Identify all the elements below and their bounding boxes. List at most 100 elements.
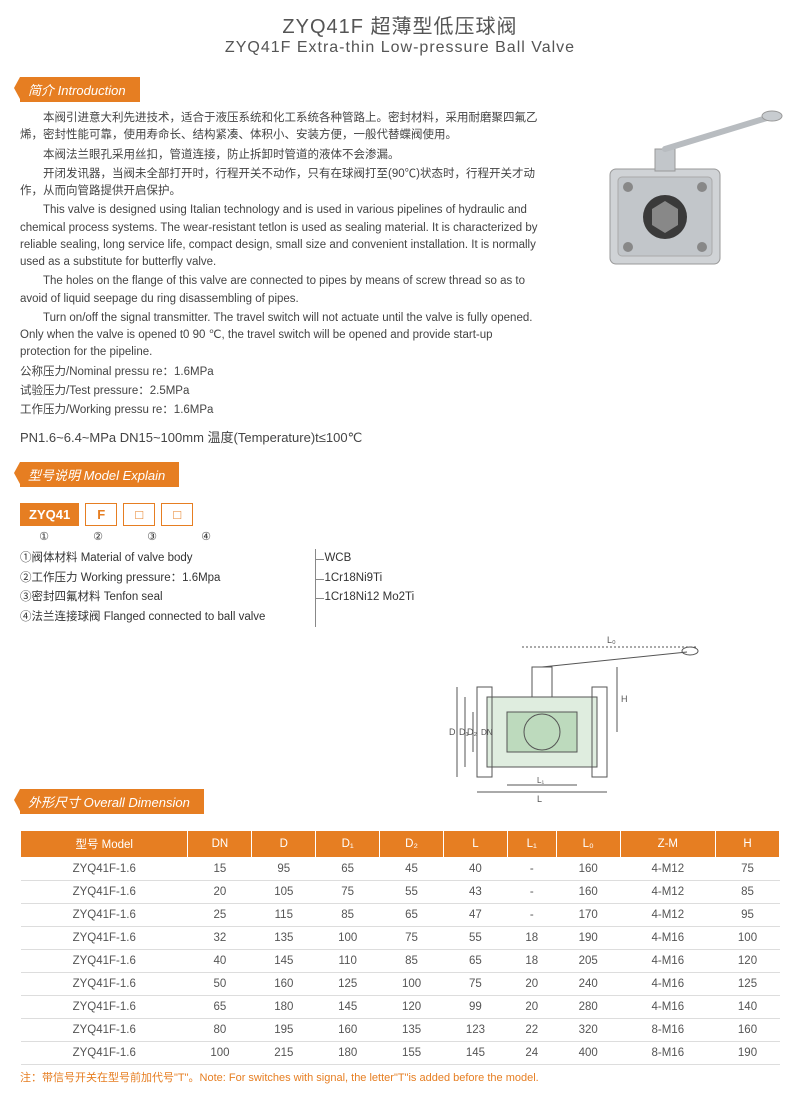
table-cell: 85 (380, 950, 444, 973)
table-row: ZYQ41F-1.6100215180155145244008-M16190 (21, 1042, 780, 1065)
intro-p3: 开闭发讯器，当阀未全部打开时，行程开关不动作，只有在球阀打至(90℃)状态时，行… (20, 166, 540, 201)
table-cell: - (507, 904, 556, 927)
intro-p5: The holes on the flange of this valve ar… (20, 273, 540, 308)
title-cn: ZYQ41F 超薄型低压球阀 (20, 10, 780, 39)
table-cell: 100 (716, 927, 780, 950)
mlist-1: ①阀体材料 Material of valve body (20, 549, 265, 569)
table-cell: 240 (556, 973, 620, 996)
table-cell: 45 (380, 858, 444, 881)
title-block: ZYQ41F 超薄型低压球阀 ZYQ41F Extra-thin Low-pre… (20, 10, 780, 57)
table-header: 型号 Model (21, 831, 188, 858)
table-cell: 75 (716, 858, 780, 881)
table-cell: 65 (380, 904, 444, 927)
table-cell: 105 (252, 881, 316, 904)
title-en: ZYQ41F Extra-thin Low-pressure Ball Valv… (20, 39, 780, 57)
svg-text:DN: DN (481, 728, 493, 737)
mlist-2: ②工作压力 Working pressure：1.6Mpa (20, 569, 265, 589)
specs-line: PN1.6~6.4~MPa DN15~100mm 温度(Temperature)… (20, 427, 780, 446)
dimension-table: 型号 ModelDNDD₁D₂LL₁L₀Z-MH ZYQ41F-1.615956… (20, 830, 780, 1065)
table-header: D₁ (316, 831, 380, 858)
table-cell: 100 (380, 973, 444, 996)
table-cell: 20 (507, 973, 556, 996)
table-cell: 170 (556, 904, 620, 927)
intro-p6: Turn on/off the signal transmitter. The … (20, 310, 540, 362)
table-cell: 195 (252, 1019, 316, 1042)
table-row: ZYQ41F-1.680195160135123223208-M16160 (21, 1019, 780, 1042)
table-cell: 40 (188, 950, 252, 973)
table-cell: 160 (556, 881, 620, 904)
table-header: L (443, 831, 507, 858)
table-cell: 280 (556, 996, 620, 1019)
svg-text:L₀: L₀ (607, 635, 616, 645)
svg-text:D: D (449, 727, 456, 737)
table-cell: 85 (316, 904, 380, 927)
mnum-4: ④ (182, 530, 230, 543)
table-cell: 43 (443, 881, 507, 904)
table-cell: 95 (252, 858, 316, 881)
intro-p4: This valve is designed using Italian tec… (20, 202, 540, 271)
table-cell: 110 (316, 950, 380, 973)
mat-3: 1Cr18Ni12 Mo2Ti (324, 588, 414, 608)
table-cell: 4-M16 (620, 927, 715, 950)
table-cell: 99 (443, 996, 507, 1019)
table-cell: 4-M12 (620, 881, 715, 904)
table-cell: ZYQ41F-1.6 (21, 858, 188, 881)
mlist-4: ④法兰连接球阀 Flanged connected to ball valve (20, 608, 265, 628)
table-cell: 155 (380, 1042, 444, 1065)
dimension-header: 外形尺寸 Overall Dimension (20, 789, 204, 814)
table-cell: 47 (443, 904, 507, 927)
table-cell: 55 (380, 881, 444, 904)
mnum-2: ② (74, 530, 122, 543)
svg-text:H: H (621, 694, 628, 704)
table-cell: 160 (252, 973, 316, 996)
table-cell: - (507, 858, 556, 881)
model-nums: ① ② ③ ④ (20, 530, 780, 543)
pressure-2: 试验压力/Test pressure：2.5MPa (20, 383, 540, 400)
intro-p1: 本阀引进意大利先进技术，适合于液压系统和化工系统各种管路上。密封材料，采用耐磨聚… (20, 110, 540, 145)
mbox-3: □ (123, 503, 155, 526)
table-cell: 8-M16 (620, 1042, 715, 1065)
table-cell: 205 (556, 950, 620, 973)
table-cell: 20 (188, 881, 252, 904)
table-cell: 190 (716, 1042, 780, 1065)
table-cell: - (507, 881, 556, 904)
table-cell: 125 (716, 973, 780, 996)
table-cell: 160 (316, 1019, 380, 1042)
table-cell: 145 (316, 996, 380, 1019)
table-header: D₂ (380, 831, 444, 858)
table-cell: 65 (443, 950, 507, 973)
table-cell: 180 (316, 1042, 380, 1065)
svg-text:D₂: D₂ (467, 727, 477, 737)
table-cell: 20 (507, 996, 556, 1019)
table-cell: ZYQ41F-1.6 (21, 881, 188, 904)
table-header: H (716, 831, 780, 858)
mlist-3: ③密封四氟材料 Tenfon seal (20, 588, 265, 608)
table-cell: 40 (443, 858, 507, 881)
table-header: DN (188, 831, 252, 858)
intro-p2: 本阀法兰眼孔采用丝扣，管道连接，防止拆卸时管道的液体不会渗漏。 (20, 147, 540, 164)
table-cell: 32 (188, 927, 252, 950)
table-row: ZYQ41F-1.66518014512099202804-M16140 (21, 996, 780, 1019)
table-cell: 95 (716, 904, 780, 927)
table-cell: 160 (556, 858, 620, 881)
table-cell: 24 (507, 1042, 556, 1065)
mnum-3: ③ (128, 530, 176, 543)
table-cell: 145 (252, 950, 316, 973)
table-cell: 120 (716, 950, 780, 973)
table-cell: ZYQ41F-1.6 (21, 950, 188, 973)
model-explain: ①阀体材料 Material of valve body ②工作压力 Worki… (20, 549, 780, 627)
table-cell: ZYQ41F-1.6 (21, 904, 188, 927)
pressure-1: 公称压力/Nominal pressu re：1.6MPa (20, 364, 540, 381)
table-row: ZYQ41F-1.6401451108565182054-M16120 (21, 950, 780, 973)
table-cell: 50 (188, 973, 252, 996)
model-header: 型号说明 Model Explain (20, 462, 179, 487)
table-cell: 65 (316, 858, 380, 881)
table-cell: 215 (252, 1042, 316, 1065)
table-cell: 135 (380, 1019, 444, 1042)
svg-text:L₁: L₁ (537, 776, 544, 785)
mbox-2: F (85, 503, 117, 526)
table-cell: 125 (316, 973, 380, 996)
table-cell: ZYQ41F-1.6 (21, 973, 188, 996)
table-cell: 123 (443, 1019, 507, 1042)
table-cell: 8-M16 (620, 1019, 715, 1042)
